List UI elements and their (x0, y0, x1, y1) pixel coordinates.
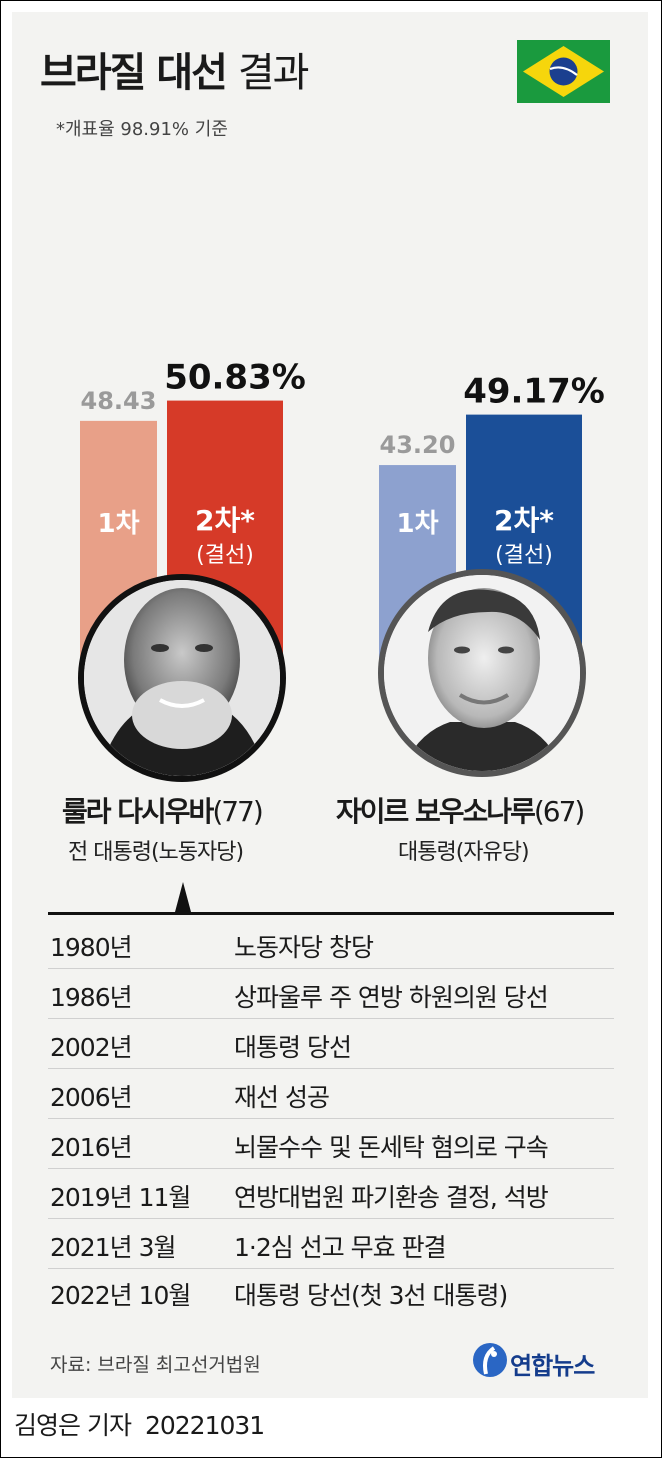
timeline-event: 대통령 당선(첫 3선 대통령) (234, 1281, 508, 1310)
timeline-row: 2002년 대통령 당선 (48, 1018, 614, 1069)
timeline-year: 2022년 10월 (50, 1281, 191, 1310)
timeline-event: 1·2심 선고 무효 판결 (234, 1233, 447, 1262)
timeline-row: 1980년 노동자당 창당 (48, 918, 614, 969)
timeline-row: 2006년 재선 성공 (48, 1068, 614, 1119)
timeline-rule (48, 912, 614, 915)
lula-round1-value: 48.43 (81, 387, 157, 415)
lula-name: 룰라 다시우바(77) (62, 790, 264, 830)
timeline-row: 1986년 상파울루 주 연방 하원의원 당선 (48, 968, 614, 1019)
results-bar-chart: 48.43 1차 50.83% 2차* (결선) 43.20 1차 49.17% 2차* (결선) (78, 358, 605, 782)
bolsonaro-name-text: 자이르 보우소나루 (336, 795, 536, 828)
page-title: 브라질 대선 결과 (40, 40, 310, 98)
byline-author: 김영은 기자 (14, 1411, 132, 1440)
timeline-event: 뇌물수수 및 돈세탁 혐의로 구속 (234, 1133, 549, 1162)
bolsonaro-round1-label: 1차 (396, 509, 438, 539)
byline-date: 20221031 (144, 1411, 265, 1440)
timeline-year: 2019년 11월 (50, 1183, 191, 1212)
bolsonaro-portrait-icon (378, 569, 586, 777)
lula-age: (77) (212, 795, 264, 828)
timeline-year: 2006년 (50, 1083, 133, 1112)
brazil-flag-icon (517, 40, 610, 103)
yonhap-logo-icon (473, 1343, 507, 1377)
lula-round2-sublabel: (결선) (196, 543, 254, 568)
timeline-row: 2021년 3월 1·2심 선고 무효 판결 (48, 1218, 614, 1269)
timeline-row: 2016년 뇌물수수 및 돈세탁 혐의로 구속 (48, 1118, 614, 1169)
timeline-event: 연방대법원 파기환송 결정, 석방 (234, 1183, 549, 1212)
logo-text: 연합뉴스 (510, 1352, 595, 1380)
bolsonaro-age: (67) (533, 795, 586, 828)
lula-round1-label: 1차 (97, 509, 139, 539)
timeline-event: 재선 성공 (234, 1083, 330, 1112)
timeline-year: 2021년 3월 (50, 1233, 176, 1262)
timeline-year: 1980년 (50, 933, 133, 962)
bolsonaro-round2-value: 49.17% (463, 372, 605, 412)
title-bold: 브라질 대선 (40, 50, 228, 96)
byline: 김영은 기자 20221031 (14, 1406, 265, 1442)
lula-role: 전 대통령(노동자당) (68, 840, 244, 865)
timeline-year: 2002년 (50, 1033, 133, 1062)
bolsonaro-round1-value: 43.20 (380, 431, 456, 459)
lula-portrait-icon (78, 574, 286, 782)
timeline-year: 1986년 (50, 983, 133, 1012)
timeline-event: 상파울루 주 연방 하원의원 당선 (234, 983, 549, 1012)
lula-round2-label: 2차* (195, 504, 255, 537)
timeline-event: 대통령 당선 (234, 1033, 352, 1062)
timeline-row: 2019년 11월 연방대법원 파기환송 결정, 석방 (48, 1168, 614, 1219)
bolsonaro-role: 대통령(자유당) (398, 840, 530, 865)
timeline-event: 노동자당 창당 (234, 933, 374, 962)
lula-name-text: 룰라 다시우바 (62, 795, 214, 828)
timeline-year: 2016년 (50, 1133, 133, 1162)
bolsonaro-round2-sublabel: (결선) (495, 543, 553, 568)
lula-round2-value: 50.83% (164, 358, 306, 398)
bolsonaro-name: 자이르 보우소나루(67) (336, 790, 586, 830)
source-note: 자료: 브라질 최고선거법원 (50, 1354, 261, 1376)
subtitle: *개표율 98.91% 기준 (56, 119, 228, 140)
yonhap-logo: 연합뉴스 (472, 1338, 622, 1382)
bolsonaro-round2-label: 2차* (494, 504, 554, 537)
timeline-pointer-icon (175, 882, 191, 912)
timeline-row: 2022년 10월 대통령 당선(첫 3선 대통령) (48, 1266, 614, 1316)
title-light: 결과 (237, 50, 310, 96)
